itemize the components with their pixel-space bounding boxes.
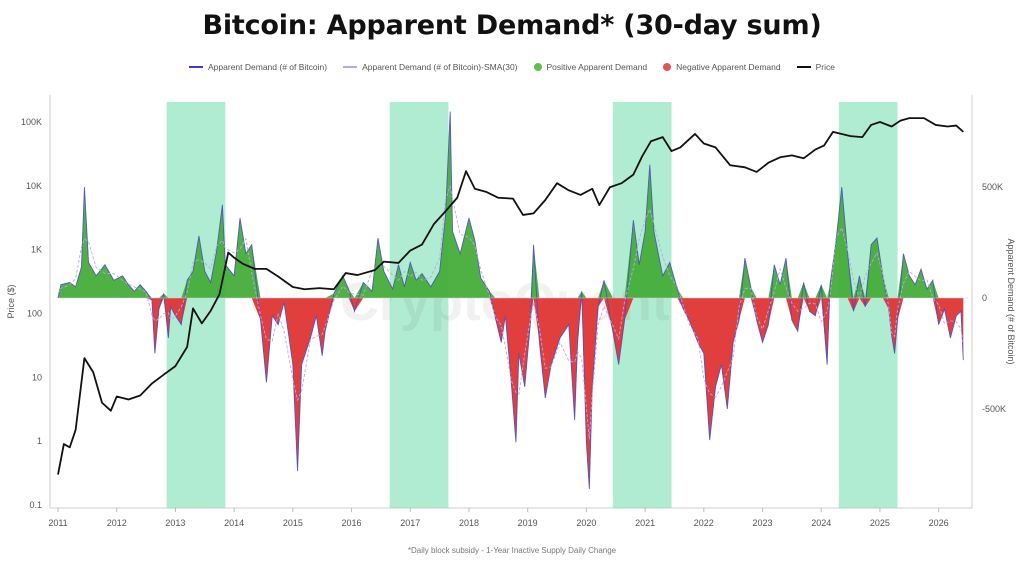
legend-item[interactable]: Negative Apparent Demand [663,62,781,72]
y-left-tick-label: 100K [21,117,42,127]
legend-label: Positive Apparent Demand [546,62,648,72]
legend-item[interactable]: Price [796,62,835,72]
chart-title: Bitcoin: Apparent Demand* (30-day sum) [202,10,822,41]
negative-demand-area [58,298,964,489]
legend-swatch [343,66,358,68]
x-tick-label: 2026 [929,518,949,528]
x-tick-label: 2021 [635,518,655,528]
y-left-tick-label: 1K [31,245,42,255]
chart-footnote: *Daily block subsidy - 1-Year Inactive S… [407,546,617,555]
legend-label: Apparent Demand (# of Bitcoin) [208,62,328,72]
x-tick-label: 2025 [870,518,890,528]
y-left-tick-label: 0.1 [29,500,42,510]
x-tick-label: 2013 [165,518,185,528]
y-left-tick-label: 10K [26,181,42,191]
legend-swatch [663,63,672,71]
x-tick-label: 2016 [342,518,362,528]
y-right-tick-label: 500K [982,182,1003,192]
x-tick-label: 2012 [107,518,127,528]
positive-demand-area [58,111,964,299]
x-tick-label: 2019 [518,518,538,528]
y-left-axis-title: Price ($) [6,284,16,318]
apparent-demand-line [57,111,964,489]
y-right-tick-label: 0 [982,293,987,303]
y-left-tick-label: 100 [27,309,42,319]
chart-legend: Apparent Demand (# of Bitcoin) Apparent D… [0,62,1024,72]
y-left-tick-label: 1 [37,436,42,446]
x-tick-label: 2015 [283,518,303,528]
legend-item[interactable]: Apparent Demand (# of Bitcoin)-SMA(30) [343,62,518,72]
price-line [57,117,964,475]
x-tick-label: 2014 [224,518,244,528]
x-tick-label: 2024 [811,518,831,528]
apparent-demand-sma-line [57,184,964,440]
legend-label: Price [815,62,835,72]
legend-swatch [189,66,204,68]
y-left-tick-label: 10 [32,372,42,382]
legend-item[interactable]: Positive Apparent Demand [533,62,648,72]
y-right-tick-label: -500K [982,404,1006,414]
x-tick-label: 2018 [459,518,479,528]
y-right-axis-title: Apparent Demand (# of Bitcoin) [1006,238,1016,364]
legend-label: Negative Apparent Demand [676,62,781,72]
x-tick-label: 2022 [694,518,714,528]
legend-swatch [796,66,811,68]
x-tick-label: 2011 [48,518,67,528]
legend-swatch [533,63,542,71]
x-tick-label: 2017 [400,518,420,528]
legend-item[interactable]: Apparent Demand (# of Bitcoin) [189,62,327,72]
x-tick-label: 2020 [576,518,596,528]
legend-label: Apparent Demand (# of Bitcoin)-SMA(30) [362,62,518,72]
x-tick-label: 2023 [753,518,773,528]
halving-highlight-band [389,102,449,508]
